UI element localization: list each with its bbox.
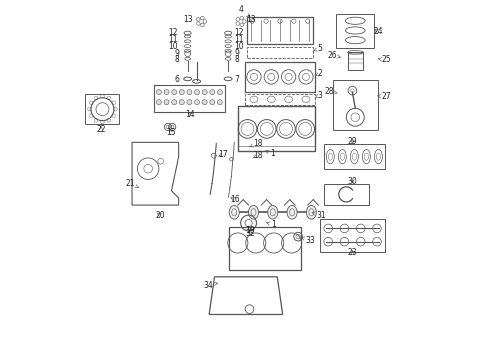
Text: 8: 8 xyxy=(234,55,239,64)
Text: 21: 21 xyxy=(125,179,139,188)
Text: 23: 23 xyxy=(348,248,357,257)
Text: 13: 13 xyxy=(245,15,255,24)
Text: 34: 34 xyxy=(204,281,218,290)
Text: 32: 32 xyxy=(245,229,255,238)
Bar xyxy=(245,62,315,92)
Bar xyxy=(247,47,313,58)
Circle shape xyxy=(156,100,161,105)
Text: 27: 27 xyxy=(378,92,391,101)
Bar xyxy=(337,14,374,48)
Text: 18: 18 xyxy=(253,151,262,160)
Bar xyxy=(247,17,313,44)
Text: 2: 2 xyxy=(315,69,322,78)
Text: 13: 13 xyxy=(183,15,193,24)
Circle shape xyxy=(164,100,169,105)
Text: 12: 12 xyxy=(168,28,177,37)
Circle shape xyxy=(164,90,169,95)
Bar xyxy=(238,107,315,151)
Ellipse shape xyxy=(248,206,259,219)
Text: 11: 11 xyxy=(168,35,177,44)
Text: 8: 8 xyxy=(175,55,180,64)
Circle shape xyxy=(202,90,207,95)
Text: 18: 18 xyxy=(250,139,262,148)
Text: 3: 3 xyxy=(315,90,323,99)
Text: 15: 15 xyxy=(166,128,176,137)
Bar xyxy=(85,94,120,125)
Text: 24: 24 xyxy=(373,27,383,36)
Bar xyxy=(245,94,315,105)
Text: 20: 20 xyxy=(155,211,165,220)
Ellipse shape xyxy=(306,206,317,219)
Bar xyxy=(324,184,368,205)
Text: 22: 22 xyxy=(96,125,105,134)
Text: 30: 30 xyxy=(348,177,358,186)
Text: 1: 1 xyxy=(267,220,275,229)
Ellipse shape xyxy=(229,206,239,219)
Ellipse shape xyxy=(287,206,297,219)
Text: 26: 26 xyxy=(327,51,341,60)
Text: 28: 28 xyxy=(324,86,337,95)
Text: 5: 5 xyxy=(314,44,323,53)
Text: 1: 1 xyxy=(266,149,275,158)
Text: 10: 10 xyxy=(168,42,177,51)
Circle shape xyxy=(172,90,177,95)
Circle shape xyxy=(202,100,207,105)
Circle shape xyxy=(210,90,215,95)
Circle shape xyxy=(218,90,222,95)
Text: 14: 14 xyxy=(186,110,196,119)
Text: 7: 7 xyxy=(234,75,239,84)
Text: 9: 9 xyxy=(175,49,180,58)
Text: 10: 10 xyxy=(234,42,244,51)
Text: 9: 9 xyxy=(234,49,239,58)
Text: 17: 17 xyxy=(218,150,228,159)
Text: 12: 12 xyxy=(234,28,244,37)
Circle shape xyxy=(179,100,184,105)
Bar xyxy=(153,85,225,112)
Text: 6: 6 xyxy=(175,75,180,84)
Text: 25: 25 xyxy=(378,55,392,64)
Circle shape xyxy=(195,90,199,95)
Circle shape xyxy=(179,90,184,95)
Text: 4: 4 xyxy=(239,5,250,17)
Circle shape xyxy=(187,100,192,105)
Bar xyxy=(229,226,300,270)
Text: 16: 16 xyxy=(230,195,240,204)
Text: 19: 19 xyxy=(245,226,255,235)
Bar xyxy=(347,52,364,70)
Text: 29: 29 xyxy=(348,138,357,147)
Circle shape xyxy=(156,90,161,95)
Ellipse shape xyxy=(268,206,278,219)
Circle shape xyxy=(195,100,199,105)
Circle shape xyxy=(187,90,192,95)
Text: 33: 33 xyxy=(301,236,315,245)
Bar xyxy=(320,220,385,252)
Text: 11: 11 xyxy=(234,35,244,44)
Circle shape xyxy=(218,100,222,105)
Circle shape xyxy=(172,100,177,105)
Bar xyxy=(333,80,378,130)
Bar xyxy=(324,144,385,169)
Text: 31: 31 xyxy=(312,211,326,220)
Circle shape xyxy=(210,100,215,105)
